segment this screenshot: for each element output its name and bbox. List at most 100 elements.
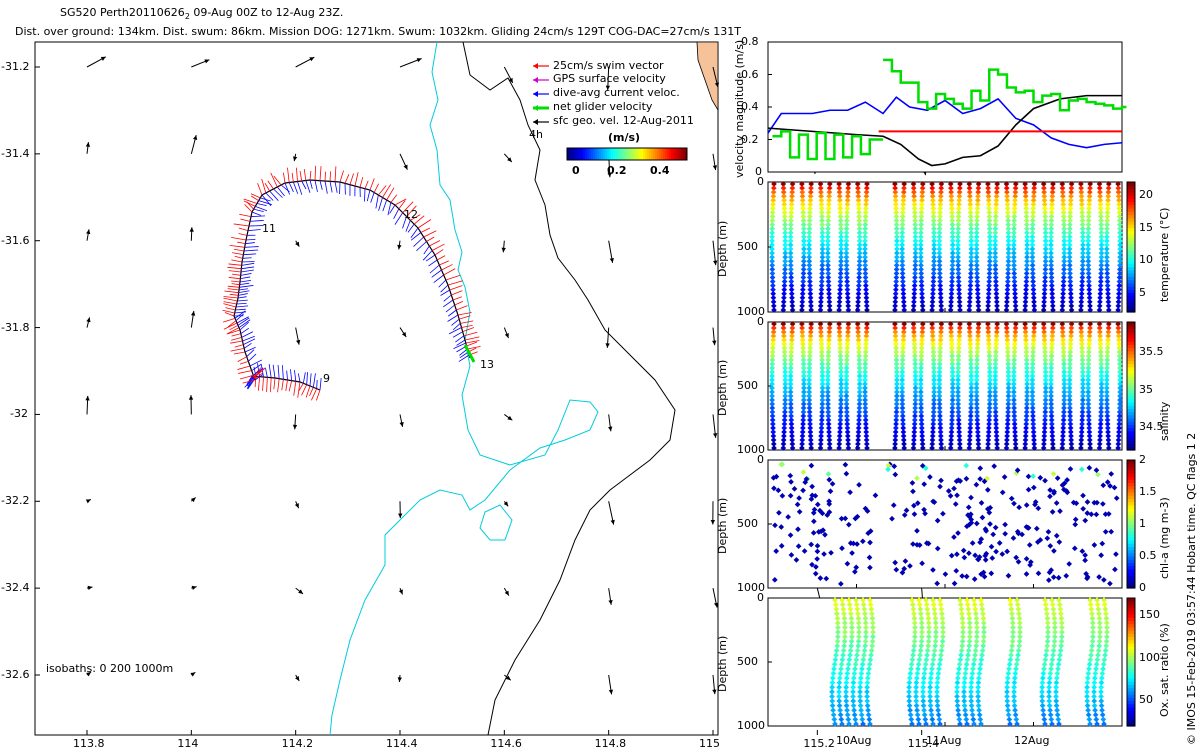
dac-vector	[241, 266, 255, 270]
dac-vector	[238, 293, 248, 296]
swim-vector	[457, 312, 472, 316]
sfc-velocity-arrowhead	[923, 83, 928, 89]
colorbar-segment	[579, 148, 582, 160]
section-y-tick-label: 0	[757, 453, 764, 466]
swim-vector	[314, 165, 317, 181]
sfc-velocity-arrowhead	[922, 170, 927, 176]
colorbar-segment	[597, 148, 600, 160]
dac-vector	[431, 269, 442, 278]
sfc-velocity-arrowhead	[507, 157, 512, 162]
dac-vector	[237, 299, 248, 302]
dac-vector	[254, 374, 264, 381]
dac-vector	[459, 351, 469, 359]
legend-glyph-head	[533, 119, 538, 125]
dac-vector	[236, 303, 247, 305]
swim-vector	[231, 236, 247, 241]
swim-vector	[382, 184, 392, 198]
dac-vector	[243, 253, 257, 256]
dac-vector	[405, 220, 411, 232]
dac-vector	[329, 181, 333, 193]
colorbar-segment	[675, 148, 678, 160]
swim-vector	[229, 245, 245, 248]
dac-vector	[458, 354, 470, 362]
swim-vector	[436, 255, 446, 261]
velocity-y-tick-label: 0.4	[741, 100, 759, 113]
swim-vector	[222, 317, 236, 323]
swim-vector	[420, 227, 431, 233]
swim-vector	[224, 290, 239, 294]
swim-vector	[398, 200, 406, 210]
dac-vector	[452, 331, 463, 338]
swim-vector	[227, 288, 240, 291]
sfc-velocity-arrowhead	[295, 675, 300, 681]
dac-vector	[240, 327, 249, 334]
dac-vector	[382, 199, 388, 212]
dac-vector	[445, 304, 455, 313]
section-colorbar-tick: 50	[1139, 693, 1153, 707]
map-frame	[34, 41, 719, 736]
swim-vector	[223, 296, 239, 299]
sfc-velocity-arrowhead	[508, 77, 513, 83]
swim-vector	[227, 320, 237, 328]
map-x-tick-label: 113.8	[73, 737, 105, 750]
swim-vector	[394, 198, 407, 206]
sfc-velocity-arrowhead	[85, 499, 91, 504]
map-x-tick-label: 115.2	[803, 737, 835, 750]
sfc-velocity-arrowhead	[714, 82, 720, 88]
colorbar-segment	[631, 148, 634, 160]
swim-vector	[262, 376, 264, 391]
colorbar-segment	[599, 148, 602, 160]
dac-vector	[402, 216, 407, 229]
swim-vector	[378, 185, 387, 196]
swim-vector	[349, 173, 354, 185]
sfc-velocity-arrowhead	[397, 677, 402, 682]
day-label-13: 13	[480, 358, 494, 371]
section-colorbar-label: chl-a (mg m-3)	[1158, 497, 1171, 579]
sfc-velocity-arrowhead	[192, 135, 198, 141]
swim-vector	[253, 369, 262, 379]
swim-vector	[270, 377, 272, 393]
dac-vector	[238, 290, 250, 294]
sfc-velocity-arrowhead	[504, 333, 509, 339]
sfc-velocity-arrowhead	[605, 343, 610, 348]
colorbar-segment	[581, 148, 584, 160]
swim-vector	[434, 249, 444, 256]
dac-vector	[407, 223, 415, 233]
swim-vector	[296, 167, 298, 182]
legend-net-label: net glider velocity	[553, 100, 653, 113]
legend-glyph-head	[533, 105, 538, 111]
colorbar-segment	[603, 148, 606, 160]
dac-vector	[243, 338, 256, 346]
sfc-velocity-arrowhead	[190, 310, 196, 316]
colorbar-segment	[587, 148, 590, 160]
swim-vector	[231, 336, 242, 341]
dac-vector	[305, 180, 311, 193]
colorbar-segment	[615, 148, 618, 160]
swim-vector	[223, 322, 238, 330]
colorbar-frame	[566, 147, 688, 161]
swim-vector	[234, 255, 243, 259]
colorbar-segment	[665, 148, 668, 160]
section-y-tick-label: 0	[757, 591, 764, 604]
sfc-velocity-arrowhead	[713, 260, 718, 266]
dac-vector	[256, 203, 267, 207]
sfc-velocity-arrowhead	[87, 585, 93, 591]
dac-vector	[247, 229, 261, 232]
colorbar-segment	[585, 148, 588, 160]
dac-vector	[243, 342, 252, 349]
dac-vector	[301, 180, 307, 190]
sfc-velocity-arrowhead	[922, 689, 928, 695]
colorbar-segment	[683, 148, 686, 160]
sfc-velocity-arrowhead	[712, 689, 717, 695]
dac-vector	[455, 335, 465, 343]
colorbar-segment	[647, 148, 650, 160]
dac-vector	[306, 372, 308, 385]
colorbar-segment	[567, 148, 570, 160]
colorbar-segment	[649, 148, 652, 160]
dac-vector	[238, 319, 251, 328]
dac-vector	[244, 246, 259, 248]
colorbar-segment	[619, 148, 622, 160]
dac-vector	[410, 227, 419, 238]
colorbar-segment	[611, 148, 614, 160]
